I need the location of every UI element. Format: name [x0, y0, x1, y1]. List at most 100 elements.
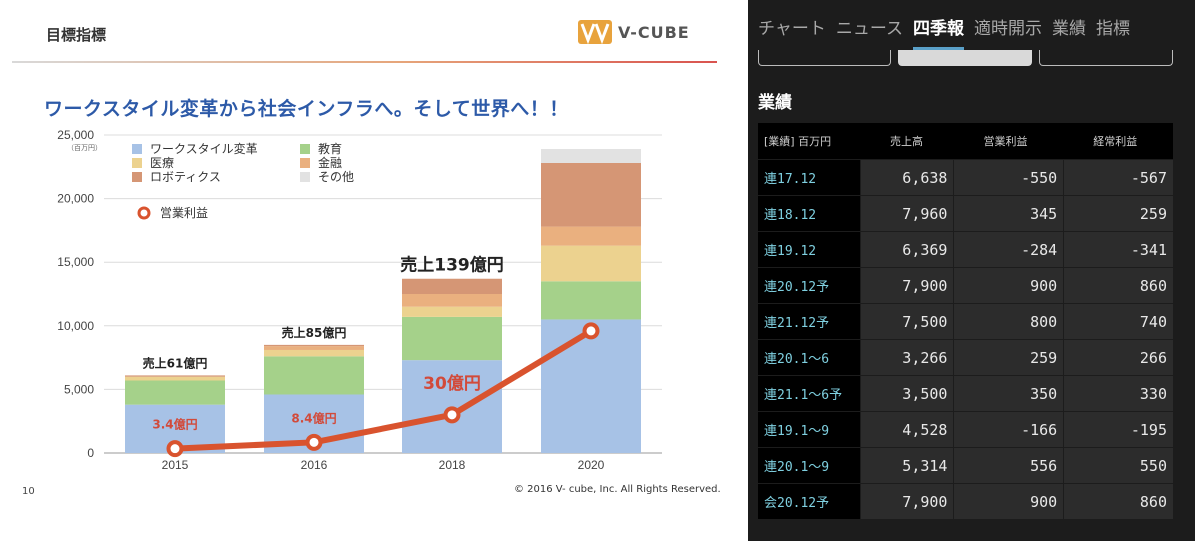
sub-tab-left[interactable] [758, 50, 891, 66]
y-tick-label: 10,000 [57, 319, 94, 333]
legend-label: ロボティクス [150, 170, 221, 184]
x-tick-label: 2020 [578, 458, 605, 472]
row-value-cell: 860 [1063, 268, 1173, 303]
performance-table: [業績] 百万円 売上高 営業利益 経常利益 連17.12 6,638 -550 -5… [758, 122, 1173, 520]
line-value-label: 8.4億円 [291, 410, 336, 425]
row-value-cell: 7,900 [860, 268, 954, 303]
bar-segment [541, 245, 641, 282]
y-tick-label: 25,000 [57, 128, 94, 142]
bar-segment [402, 316, 502, 361]
legend-line-marker [137, 206, 151, 220]
row-value-cell: 7,960 [860, 196, 954, 231]
bar-segment [264, 356, 364, 395]
tab-disclosure[interactable]: 適時開示 [974, 19, 1042, 39]
row-value-cell: 556 [953, 448, 1064, 483]
table-row[interactable]: 連17.12 6,638 -550 -567 [758, 160, 1173, 195]
row-value-cell: 4,528 [860, 412, 954, 447]
table-row[interactable]: 連20.1～6 3,266 259 266 [758, 340, 1173, 375]
title-divider [12, 61, 717, 63]
header-operating-profit: 営業利益 [953, 123, 1064, 159]
row-value-cell: 6,638 [860, 160, 954, 195]
table-header-row: [業績] 百万円 売上高 営業利益 経常利益 [758, 123, 1173, 159]
sub-tab-right[interactable] [1039, 50, 1173, 66]
legend-label: 教育 [318, 141, 342, 156]
tab-shikiho[interactable]: 四季報 [913, 0, 964, 50]
row-value-cell: 7,500 [860, 304, 954, 339]
bar-segment [541, 319, 641, 453]
header-revenue: 売上高 [860, 123, 954, 159]
table-row[interactable]: 連18.12 7,960 345 259 [758, 196, 1173, 231]
x-tick-label: 2016 [301, 458, 328, 472]
y-tick-label: 20,000 [57, 192, 94, 206]
bar-segment [541, 226, 641, 246]
bar-total-label: 売上139億円 [400, 255, 504, 276]
row-period-label: 連18.12 [758, 196, 860, 231]
sub-tab-middle[interactable] [898, 50, 1032, 66]
row-value-cell: 345 [953, 196, 1064, 231]
table-row[interactable]: 連19.1～9 4,528 -166 -195 [758, 412, 1173, 447]
row-value-cell: 3,266 [860, 340, 954, 375]
table-body: 連17.12 6,638 -550 -567 連18.12 7,960 345 259 連19.… [758, 160, 1173, 519]
legend-swatch [132, 172, 142, 182]
slide-headline: ワークスタイル変革から社会インフラへ。そして世界へ！！ [44, 98, 569, 120]
logo-text: V-CUBE [618, 22, 690, 42]
tab-news[interactable]: ニュース [835, 19, 903, 39]
row-value-cell: -567 [1063, 160, 1173, 195]
table-row[interactable]: 連19.12 6,369 -284 -341 [758, 232, 1173, 267]
legend-label: 金融 [318, 155, 342, 170]
bar-segment [402, 278, 502, 294]
bar-segment [541, 162, 641, 227]
revenue-chart: 0 5,000 10,000 15,000 20,000 25,000 （百万円） 2015 売… [57, 128, 662, 472]
row-period-label: 連17.12 [758, 160, 860, 195]
table-row[interactable]: 連21.1～6予 3,500 350 330 [758, 376, 1173, 411]
row-value-cell: 259 [1063, 196, 1173, 231]
tab-indicators[interactable]: 指標 [1096, 19, 1130, 39]
legend-label: その他 [318, 170, 354, 184]
operating-profit-point [305, 433, 323, 451]
line-value-label: 30億円 [423, 373, 481, 394]
table-row[interactable]: 連20.12予 7,900 900 860 [758, 268, 1173, 303]
row-value-cell: 900 [953, 484, 1064, 519]
x-tick-label: 2018 [439, 458, 466, 472]
legend-swatch [300, 172, 310, 182]
row-value-cell: -166 [953, 412, 1064, 447]
tab-chart[interactable]: チャート [758, 19, 826, 39]
row-value-cell: -550 [953, 160, 1064, 195]
table-row[interactable]: 会20.12予 7,900 900 860 [758, 484, 1173, 519]
page-number: 10 [22, 486, 35, 497]
header-ordinary-profit: 経常利益 [1063, 123, 1173, 159]
slide-title: 目標指標 [46, 26, 107, 44]
tab-performance[interactable]: 業績 [1052, 19, 1086, 39]
legend-swatch [300, 144, 310, 154]
row-value-cell: 7,900 [860, 484, 954, 519]
row-value-cell: 259 [953, 340, 1064, 375]
row-value-cell: 550 [1063, 448, 1173, 483]
bar-total-label: 売上61億円 [143, 355, 208, 370]
row-value-cell: 740 [1063, 304, 1173, 339]
bar-segment [125, 376, 225, 381]
bar-segment [402, 306, 502, 317]
row-value-cell: 5,314 [860, 448, 954, 483]
legend-swatch [300, 158, 310, 168]
row-value-cell: -341 [1063, 232, 1173, 267]
legend-swatch [132, 158, 142, 168]
vcube-logo: V-CUBE [578, 18, 690, 46]
y-tick-label: 0 [87, 446, 94, 460]
table-row[interactable]: 連21.12予 7,500 800 740 [758, 304, 1173, 339]
sub-tab-row [758, 50, 1173, 66]
row-period-label: 連20.12予 [758, 268, 860, 303]
bar-segment [541, 148, 641, 163]
row-value-cell: 350 [953, 376, 1064, 411]
row-period-label: 連20.1～6 [758, 340, 860, 375]
table-row[interactable]: 連20.1～9 5,314 556 550 [758, 448, 1173, 483]
bar-segment [125, 375, 225, 377]
tab-bar: チャート ニュース 四季報 適時開示 業績 指標 [748, 0, 1195, 50]
operating-profit-line [174, 328, 593, 452]
row-value-cell: 860 [1063, 484, 1173, 519]
row-value-cell: 800 [953, 304, 1064, 339]
bar-segment [125, 380, 225, 405]
operating-profit-point [443, 406, 461, 424]
row-value-cell: -284 [953, 232, 1064, 267]
bar-segment [264, 344, 364, 347]
legend-label: 医療 [150, 156, 174, 170]
